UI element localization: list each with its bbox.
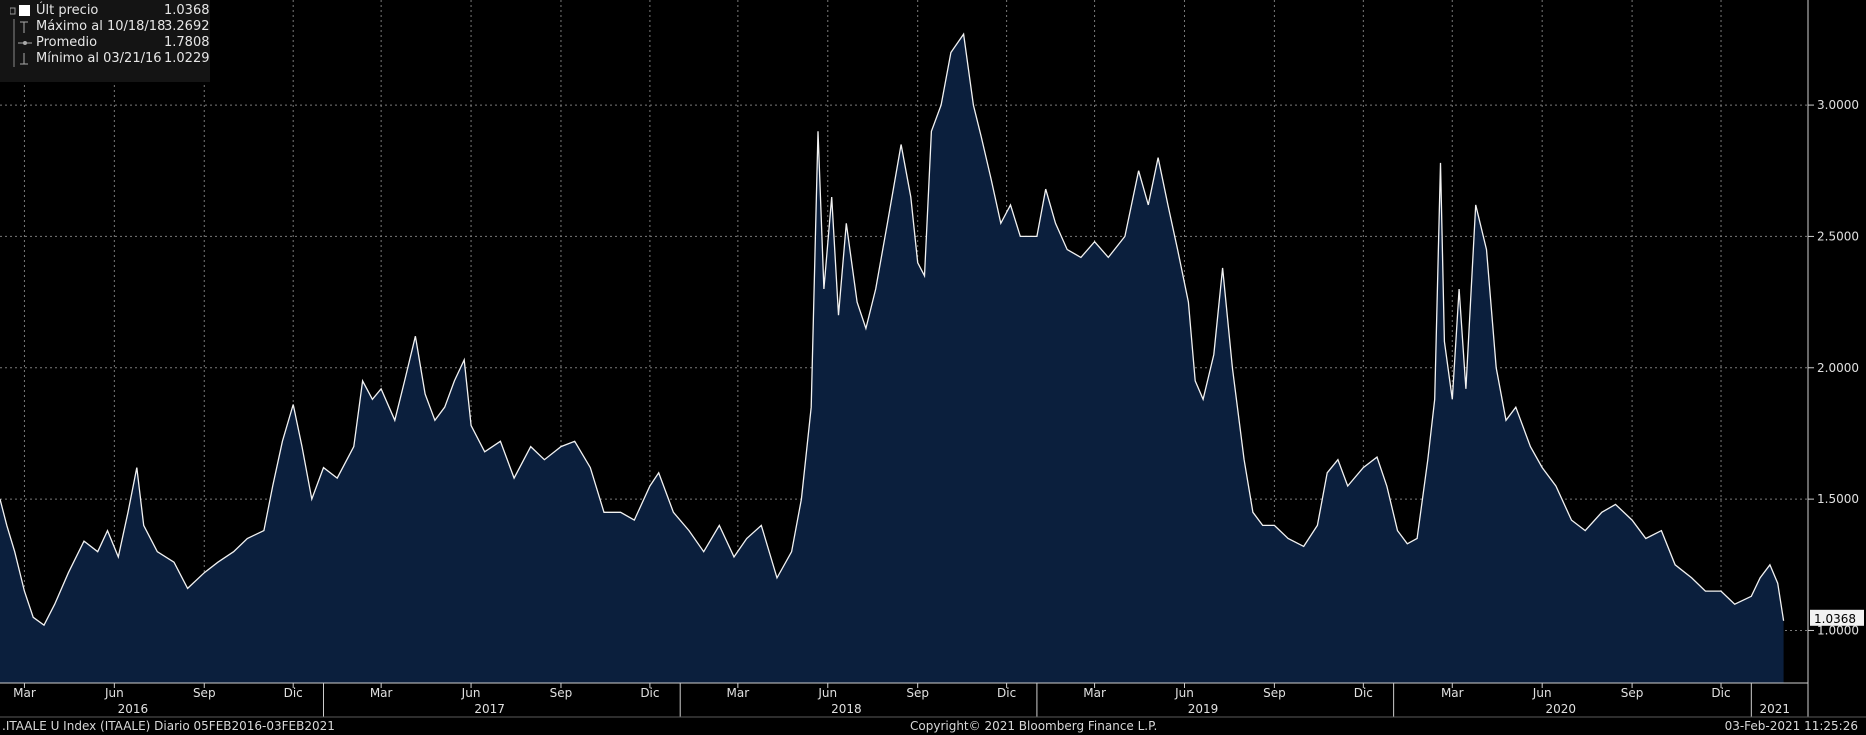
- x-month-label: Dic: [1354, 686, 1373, 700]
- footer-security-info: .ITAALE U Index (ITAALE) Diario 05FEB201…: [2, 719, 335, 733]
- x-month-label: Sep: [550, 686, 573, 700]
- legend-value: 3.2692: [164, 19, 210, 34]
- last-price-label: 1.0368: [1814, 612, 1856, 626]
- y-tick-label: 2.5000: [1817, 229, 1859, 243]
- x-year-label: 2019: [1188, 702, 1219, 716]
- legend: Últ precio 1.0368 Máximo al 10/18/18 3.2…: [0, 0, 210, 82]
- x-month-label: Mar: [13, 686, 36, 700]
- x-month-label: Dic: [284, 686, 303, 700]
- x-year-label: 2018: [831, 702, 862, 716]
- axis-labels: 1.0000 1.5000 2.0000 2.5000 3.0000 1.0368 Mar J…: [13, 98, 1864, 716]
- price-line: [0, 32, 1785, 627]
- x-month-label: Sep: [193, 686, 216, 700]
- x-month-label: Jun: [817, 686, 837, 700]
- x-year-label: 2017: [474, 702, 505, 716]
- x-month-label: Mar: [1083, 686, 1106, 700]
- footer-copyright: Copyright© 2021 Bloomberg Finance L.P.: [910, 719, 1158, 733]
- legend-value: 1.0229: [164, 51, 210, 66]
- x-month-label: Mar: [370, 686, 393, 700]
- y-tick-label: 2.0000: [1817, 361, 1859, 375]
- y-tick-label: 3.0000: [1817, 98, 1859, 112]
- x-month-label: Sep: [906, 686, 929, 700]
- x-month-label: Jun: [1174, 686, 1194, 700]
- legend-label: Máximo al 10/18/18: [36, 19, 166, 34]
- square-icon: [10, 5, 30, 16]
- x-month-label: Sep: [1621, 686, 1644, 700]
- x-month-label: Jun: [461, 686, 481, 700]
- last-price-marker: [1810, 609, 1864, 626]
- price-area-fill: [0, 34, 1784, 684]
- footer-timestamp: 03-Feb-2021 11:25:26: [1724, 719, 1858, 733]
- average-marker-icon: [13, 35, 32, 51]
- x-month-label: Dic: [640, 686, 659, 700]
- legend-label: Últ precio: [36, 3, 99, 18]
- x-month-label: Dic: [1711, 686, 1730, 700]
- y-tick-label: 1.5000: [1817, 492, 1859, 506]
- x-month-label: Sep: [1263, 686, 1286, 700]
- y-tick-label: 1.0000: [1817, 623, 1859, 637]
- legend-label: Mínimo al 03/21/16: [36, 51, 162, 66]
- axes: [0, 0, 1866, 718]
- x-month-label: Jun: [1532, 686, 1552, 700]
- x-year-label: 2016: [118, 702, 149, 716]
- legend-label: Promedio: [36, 35, 98, 50]
- max-marker-icon: [13, 19, 28, 35]
- x-year-label: 2020: [1545, 702, 1576, 716]
- x-month-label: Jun: [104, 686, 124, 700]
- x-month-label: Mar: [727, 686, 750, 700]
- min-marker-icon: [13, 51, 28, 67]
- legend-value: 1.0368: [164, 3, 210, 18]
- x-month-label: Dic: [997, 686, 1016, 700]
- x-month-label: Mar: [1441, 686, 1464, 700]
- legend-value: 1.7808: [164, 35, 210, 50]
- x-year-label: 2021: [1759, 702, 1790, 716]
